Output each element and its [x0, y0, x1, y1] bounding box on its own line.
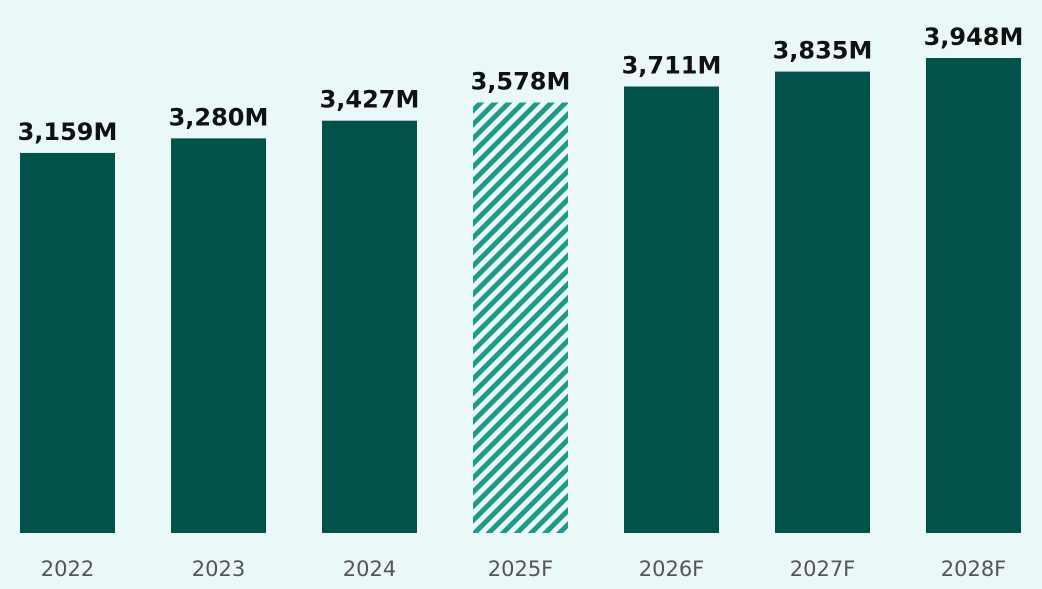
- value-label-2027F: 3,835M: [773, 37, 873, 65]
- x-tick-label-2023: 2023: [192, 557, 245, 581]
- value-label-2025F: 3,578M: [471, 68, 571, 96]
- bar-2028F: [926, 58, 1021, 533]
- x-tick-label-2024: 2024: [343, 557, 396, 581]
- value-label-2022: 3,159M: [18, 118, 118, 146]
- x-tick-label-2025F: 2025F: [488, 557, 554, 581]
- value-label-2023: 3,280M: [169, 103, 269, 131]
- value-label-2024: 3,427M: [320, 86, 420, 114]
- bar-2026F: [624, 86, 719, 533]
- x-tick-label-2022: 2022: [41, 557, 94, 581]
- x-tick-label-2028F: 2028F: [941, 557, 1007, 581]
- x-tick-label-2026F: 2026F: [639, 557, 705, 581]
- bar-2022: [20, 152, 115, 534]
- x-axis-tick-labels: 2022 2023 2024 2025F 2026F 2027F 2028F: [41, 557, 1006, 581]
- bar-2025F: [473, 102, 568, 534]
- value-labels-layer: 3,159M 3,280M 3,427M 3,578M 3,711M 3,835M 3,94…: [18, 23, 1024, 146]
- bar-2024: [322, 120, 417, 533]
- value-label-2026F: 3,711M: [622, 52, 722, 80]
- bar-2027F: [775, 71, 870, 533]
- value-label-2028F: 3,948M: [924, 23, 1024, 51]
- x-tick-label-2027F: 2027F: [790, 557, 856, 581]
- bars-layer: [20, 58, 1021, 534]
- bar-2023: [171, 138, 266, 533]
